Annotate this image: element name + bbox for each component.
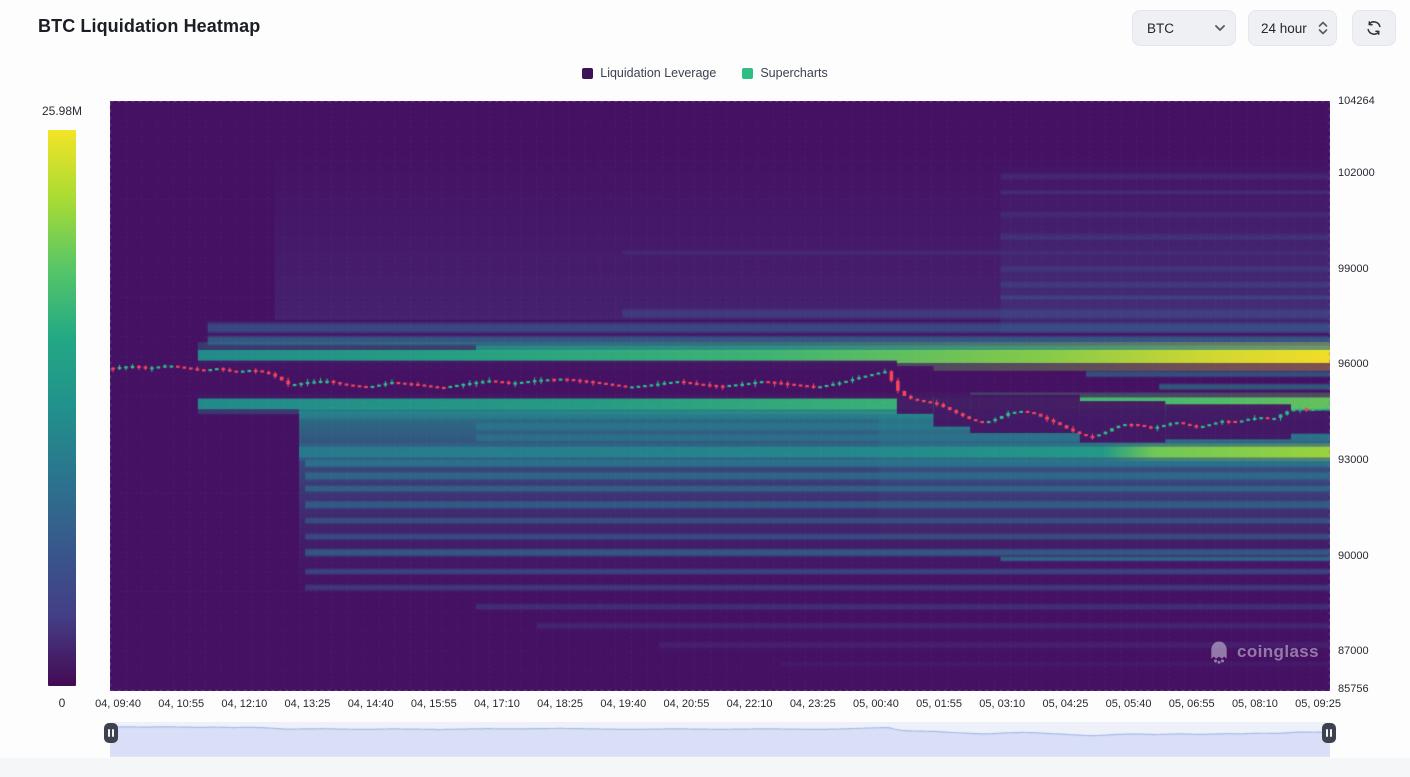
time-axis-label: 04, 14:40 [347,698,394,710]
time-axis-label: 04, 18:25 [537,698,584,710]
liquidation-heatmap-canvas[interactable] [110,101,1330,691]
interval-select[interactable]: 24 hour [1248,10,1337,46]
legend-item-supercharts[interactable]: Supercharts [742,66,828,80]
time-axis-label: 04, 17:10 [474,698,520,710]
time-axis-label: 04, 10:55 [158,698,205,710]
interval-select-value: 24 hour [1261,20,1307,36]
timeline-navigator[interactable] [110,722,1330,758]
bottom-strip [0,758,1410,777]
supercharts-swatch [742,67,754,79]
price-axis-label: 87000 [1338,645,1369,658]
navigator-handle-right[interactable] [1322,723,1336,743]
time-axis-label: 05, 04:25 [1042,698,1089,710]
price-axis-label: 85756 [1338,683,1369,695]
time-axis-label: 05, 00:40 [852,698,899,710]
coinglass-watermark: coinglass [1208,640,1319,664]
time-axis-label: 05, 08:10 [1231,698,1278,710]
time-axis-label: 04, 09:40 [95,698,141,710]
time-axis-label: 04, 15:55 [410,698,457,710]
price-axis-label: 90000 [1338,549,1369,562]
page-title: BTC Liquidation Heatmap [38,16,261,36]
price-axis-label: 102000 [1338,167,1375,180]
colorbar-min-label: 0 [58,696,66,710]
legend-label: Supercharts [760,66,828,80]
updown-chevrons-icon [1318,21,1328,35]
time-axis-label: 04, 12:10 [221,698,268,710]
price-axis-label: 96000 [1338,358,1369,371]
time-axis-label: 04, 20:55 [663,698,710,710]
symbol-select[interactable]: BTC [1132,10,1236,46]
time-axis-label: 05, 06:55 [1168,698,1215,710]
price-axis-label: 99000 [1338,262,1369,275]
time-axis-label: 04, 13:25 [284,698,331,710]
watermark-text: coinglass [1237,642,1320,661]
price-axis-label: 93000 [1338,454,1369,467]
refresh-button[interactable] [1352,10,1396,46]
symbol-select-value: BTC [1147,20,1174,36]
time-axis-label: 04, 23:25 [789,698,836,710]
price-axis-label: 104264 [1338,95,1375,107]
navigator-handle-left[interactable] [104,723,118,743]
time-axis-label: 05, 01:55 [916,698,963,710]
legend-label: Liquidation Leverage [600,66,717,80]
legend-item-liquidation-leverage[interactable]: Liquidation Leverage [582,66,716,80]
refresh-icon [1367,21,1381,35]
legend: Liquidation Leverage Supercharts [0,66,1410,80]
time-axis-label: 05, 03:10 [979,698,1026,710]
liquidation-leverage-swatch [582,67,594,79]
colorbar-max-label: 25.98M [41,104,83,118]
liquidation-colorbar [48,130,76,686]
time-axis-label: 05, 05:40 [1105,698,1152,710]
coinglass-logo-icon [1211,641,1227,664]
time-axis-label: 04, 19:40 [600,698,647,710]
chevron-down-icon [1215,25,1225,31]
time-axis-label: 04, 22:10 [726,698,773,710]
time-axis-label: 05, 09:25 [1295,698,1341,710]
